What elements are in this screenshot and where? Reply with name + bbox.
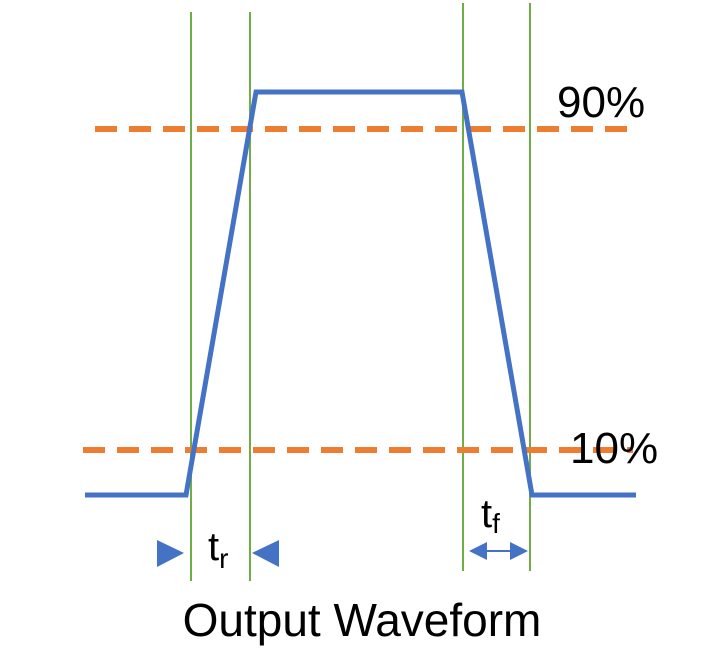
- output-waveform: [85, 89, 636, 498]
- label-10-percent: 10%: [570, 424, 658, 473]
- rise-arrowhead-right-icon: [252, 540, 279, 567]
- label-90-percent: 90%: [557, 78, 645, 127]
- fall-time-label: tf: [481, 492, 500, 539]
- fall-time-sub: f: [492, 508, 500, 539]
- rise-time-main: t: [208, 525, 219, 569]
- fall-time-main: t: [481, 492, 492, 536]
- rise-arrowhead-left-icon: [157, 540, 184, 567]
- diagram-title: Output Waveform: [183, 594, 542, 646]
- rise-time-label: tr: [208, 525, 228, 574]
- fall-arrowhead-right-icon: [510, 542, 528, 560]
- fall-arrowhead-left-icon: [469, 542, 487, 560]
- rise-time-sub: r: [219, 543, 228, 574]
